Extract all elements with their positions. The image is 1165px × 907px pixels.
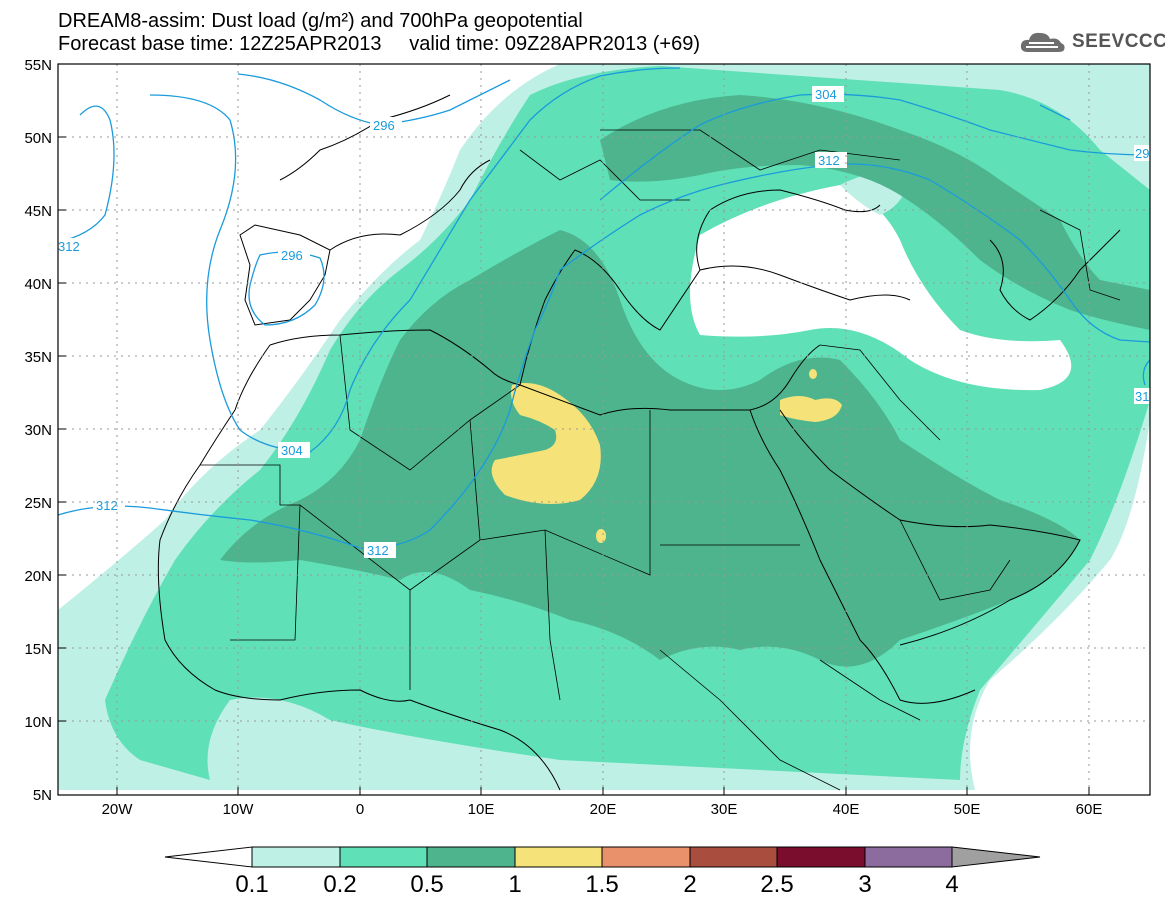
longitude-labels: 20W 10W 0 10E 20E 30E 40E 50E 60E: [102, 801, 1103, 818]
colorbar-tick: 0.1: [235, 871, 268, 898]
contour-label: 29: [1135, 146, 1149, 161]
lon-label: 20W: [102, 801, 134, 818]
lat-label: 25N: [24, 495, 52, 512]
contour-label: 312: [367, 543, 389, 558]
colorbar-swatch: [601, 846, 691, 868]
lat-label: 55N: [24, 57, 52, 74]
lon-label: 10W: [223, 801, 255, 818]
lat-label: 50N: [24, 130, 52, 147]
contour-label: 296: [373, 118, 395, 133]
colorbar-tick: 4: [945, 871, 958, 898]
gridlines: [58, 64, 1150, 795]
contour-label: 312: [58, 239, 80, 254]
chart-title-line-1: DREAM8-assim: Dust load (g/m²) and 700hP…: [58, 10, 583, 32]
colorbar-under-arrow: [164, 846, 253, 868]
contour-label: 312: [818, 153, 840, 168]
latitude-labels: 55N 50N 45N 40N 35N 30N 25N 20N 15N 10N …: [24, 57, 52, 804]
lat-label: 15N: [24, 641, 52, 658]
contour-label: 296: [281, 248, 303, 263]
colorbar-tick: 0.2: [323, 871, 356, 898]
colorbar-tick: 0.5: [410, 871, 443, 898]
dust-shading-max: [491, 369, 842, 543]
lat-label: 45N: [24, 203, 52, 220]
colorbar-tick: 3: [858, 871, 871, 898]
lon-label: 60E: [1076, 801, 1103, 818]
lat-label: 5N: [33, 787, 52, 804]
colorbar-tick: 1: [508, 871, 521, 898]
contour-label: 304: [815, 87, 837, 102]
tick-marks: [58, 63, 1090, 795]
colorbar-swatch: [251, 846, 341, 868]
lon-label: 10E: [468, 801, 495, 818]
lon-label: 40E: [833, 801, 860, 818]
logo-text: SEEVCCC: [1072, 31, 1165, 52]
contour-label: 304: [281, 443, 303, 458]
colorbar-over-arrow: [951, 846, 1041, 868]
cloud-icon: [1020, 32, 1065, 52]
lon-label: 30E: [711, 801, 738, 818]
colorbar-swatch: [689, 846, 778, 868]
colorbar-tick: 1.5: [585, 871, 618, 898]
chart-title-line-2: Forecast base time: 12Z25APR2013 valid t…: [58, 33, 701, 55]
lon-label: 50E: [954, 801, 981, 818]
colorbar-tick: 2.5: [760, 871, 793, 898]
lat-label: 30N: [24, 422, 52, 439]
lon-label: 0: [356, 801, 364, 818]
lat-label: 40N: [24, 276, 52, 293]
lon-label: 20E: [590, 801, 617, 818]
colorbar-swatch: [864, 846, 953, 868]
colorbar-swatch: [339, 846, 428, 868]
contour-label: 312: [96, 498, 118, 513]
country-borders: [200, 129, 1121, 791]
lat-label: 20N: [24, 568, 52, 585]
colorbar: 0.1 0.2 0.5 1 1.5 2 2.5 3 4: [164, 846, 1041, 898]
seevccc-logo: SEEVCCC: [1018, 28, 1165, 56]
colorbar-swatch: [514, 846, 603, 868]
colorbar-swatch: [776, 846, 866, 868]
contour-label: 31: [1135, 389, 1149, 404]
colorbar-tick: 2: [683, 871, 696, 898]
colorbar-swatch: [426, 846, 516, 868]
lat-label: 35N: [24, 349, 52, 366]
lat-label: 10N: [24, 714, 52, 731]
